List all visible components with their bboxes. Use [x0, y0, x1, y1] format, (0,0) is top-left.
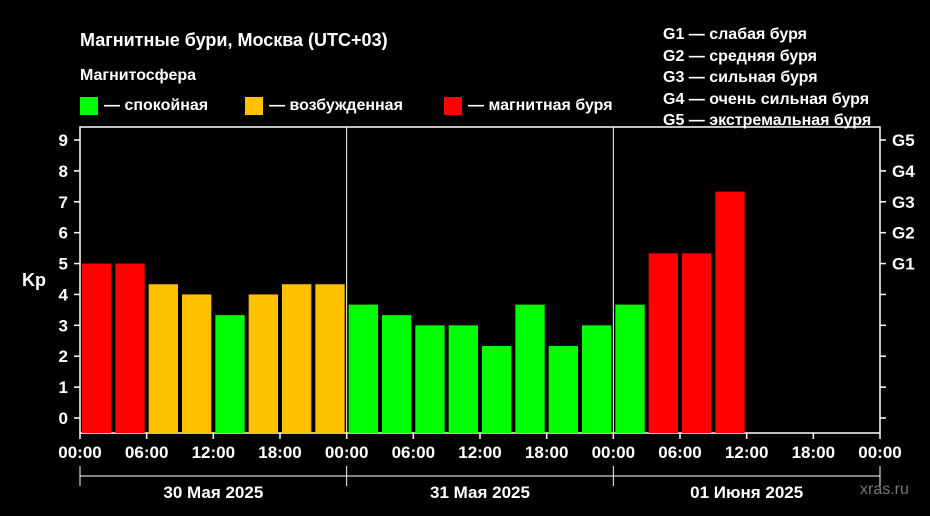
- y-tick-label: 6: [59, 224, 68, 243]
- x-tick-label: 00:00: [58, 443, 101, 462]
- x-tick-label: 12:00: [458, 443, 501, 462]
- y-tick-label: 0: [59, 409, 68, 428]
- day-label: 30 Мая 2025: [163, 483, 263, 502]
- g-tick-label: G3: [892, 193, 915, 212]
- g-legend-g2: G2 — средняя буря: [663, 47, 817, 65]
- x-tick-label: 12:00: [725, 443, 768, 462]
- y-tick-label: 8: [59, 162, 68, 181]
- kp-bar: [115, 263, 145, 433]
- kp-bar: [448, 325, 478, 433]
- legend-storm: — магнитная буря: [444, 96, 613, 116]
- y-tick-label: 4: [59, 285, 69, 304]
- g-tick-label: G4: [892, 162, 915, 181]
- y-tick-label: 1: [59, 378, 68, 397]
- kp-bar: [215, 315, 245, 433]
- kp-bar: [282, 284, 312, 433]
- day-label: 01 Июня 2025: [690, 483, 803, 502]
- y-tick-label: 3: [59, 316, 68, 335]
- y-tick-label: 9: [59, 131, 68, 150]
- x-tick-label: 00:00: [325, 443, 368, 462]
- kp-bar: [382, 315, 412, 433]
- kp-bar: [648, 253, 678, 433]
- kp-bar: [715, 191, 745, 433]
- kp-bar: [548, 346, 578, 433]
- x-tick-label: 06:00: [125, 443, 168, 462]
- legend-excited-label: — возбужденная: [269, 97, 403, 114]
- kp-bar: [182, 294, 212, 433]
- kp-bar: [248, 294, 278, 433]
- legend-calm-label: — спокойная: [104, 97, 209, 114]
- kp-bar: [582, 325, 612, 433]
- x-tick-label: 18:00: [525, 443, 568, 462]
- g-legend-g1: G1 — слабая буря: [663, 26, 808, 43]
- kp-bar: [415, 325, 445, 433]
- legend-storm-swatch: [444, 97, 462, 115]
- legend-storm-label: — магнитная буря: [468, 97, 613, 114]
- y-tick-label: 7: [59, 193, 68, 212]
- kp-bar: [482, 346, 512, 433]
- x-tick-label: 12:00: [192, 443, 235, 462]
- legend-calm: — спокойная: [80, 96, 208, 116]
- x-tick-label: 18:00: [792, 443, 835, 462]
- g-legend-g4: G4 — очень сильная буря: [663, 90, 870, 108]
- legend-excited: — возбужденная: [245, 96, 403, 116]
- kp-bar: [615, 304, 645, 433]
- g-tick-label: G5: [892, 131, 915, 150]
- x-tick-label: 00:00: [858, 443, 901, 462]
- kp-bar: [82, 263, 112, 433]
- y-axis-label: Kp: [22, 270, 46, 290]
- x-tick-label: 06:00: [658, 443, 701, 462]
- chart-title: Магнитные бури, Москва (UTC+03): [80, 30, 388, 50]
- legend-calm-swatch: [80, 97, 98, 115]
- g-legend-g3: G3 — сильная буря: [663, 69, 818, 86]
- g-scale-legend: G1 — слабая буря G2 — средняя буря G3 — …: [663, 24, 871, 132]
- y-tick-label: 2: [59, 347, 68, 366]
- x-tick-label: 00:00: [592, 443, 635, 462]
- watermark: xras.ru: [860, 481, 909, 498]
- kp-bar: [148, 284, 178, 433]
- kp-bar: [515, 304, 545, 433]
- kp-bar: [682, 253, 712, 433]
- legend-excited-swatch: [245, 97, 263, 115]
- kp-bar: [315, 284, 345, 433]
- g-tick-label: G2: [892, 224, 915, 243]
- g-legend-g5: G5 — экстремальная буря: [663, 112, 872, 129]
- x-tick-label: 06:00: [392, 443, 435, 462]
- day-label: 31 Мая 2025: [430, 483, 530, 502]
- kp-bar: [348, 304, 378, 433]
- g-tick-label: G1: [892, 255, 915, 274]
- x-tick-label: 18:00: [258, 443, 301, 462]
- chart-subtitle: Магнитосфера: [80, 67, 197, 84]
- y-tick-label: 5: [59, 255, 68, 274]
